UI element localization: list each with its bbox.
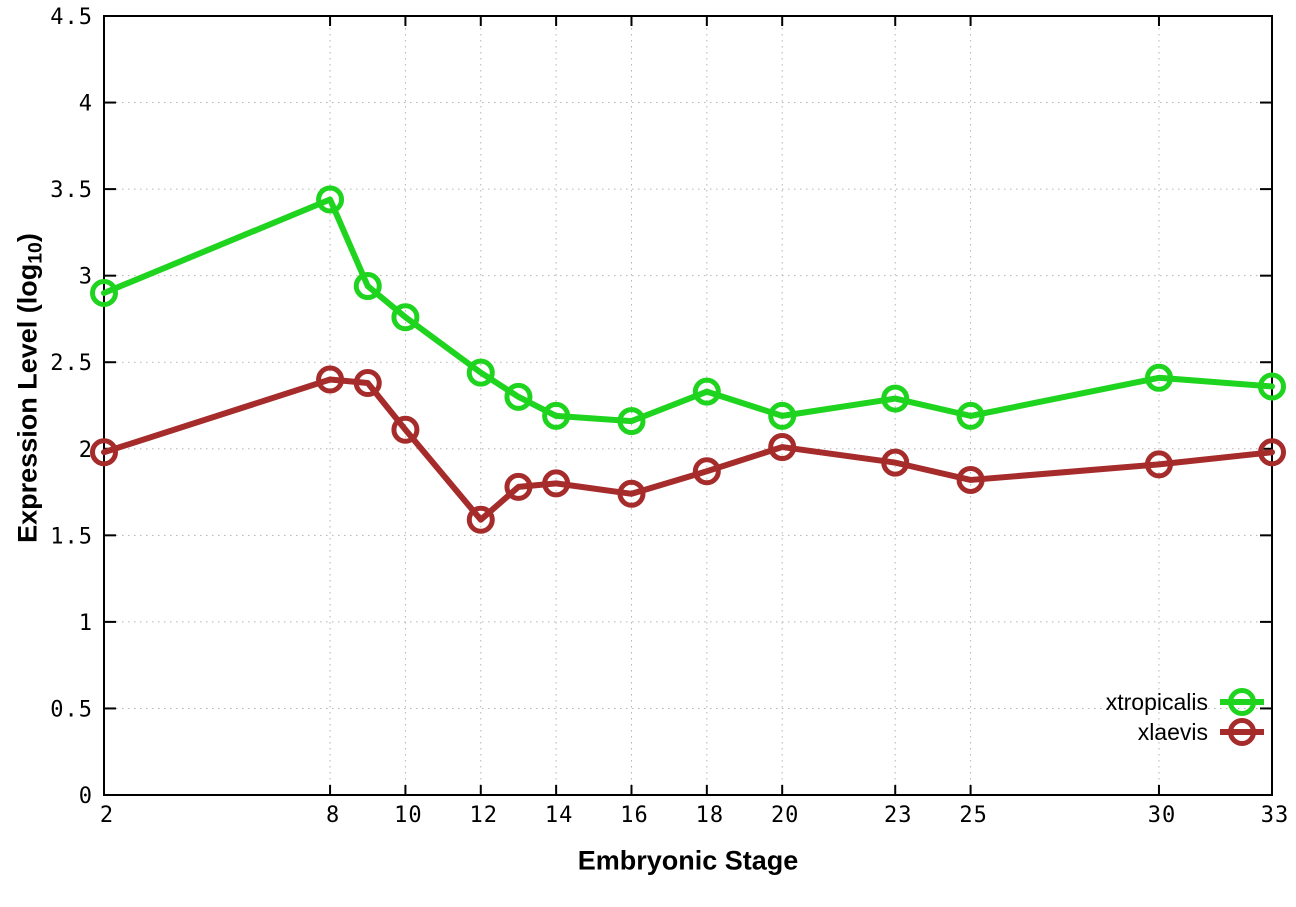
data-point-xtropicalis <box>881 384 910 413</box>
data-point-xtropicalis <box>1144 363 1173 392</box>
data-point-xtropicalis <box>316 185 345 214</box>
data-point-xtropicalis <box>353 272 382 301</box>
data-point-xtropicalis <box>90 278 118 307</box>
legend-label-xlaevis: xlaevis <box>1138 719 1208 745</box>
y-axis-title: Expression Level (log10) <box>13 233 48 543</box>
y-tick-label: 3.5 <box>50 178 93 203</box>
data-point-xlaevis <box>353 368 382 397</box>
data-point-xlaevis <box>617 479 646 508</box>
x-axis-title: Embryonic Stage <box>578 846 799 877</box>
y-tick-label: 0.5 <box>50 697 93 722</box>
data-point-xtropicalis <box>504 382 533 411</box>
y-tick-label: 4.5 <box>50 5 93 30</box>
y-tick-label: 3 <box>79 265 93 290</box>
y-tick-label: 1.5 <box>50 524 93 549</box>
data-point-xlaevis <box>1258 438 1286 467</box>
x-tick-label: 16 <box>620 803 649 828</box>
data-point-xlaevis <box>542 469 571 498</box>
data-point-xlaevis <box>956 465 985 494</box>
data-point-xlaevis <box>504 472 533 501</box>
y-tick-label: 2.5 <box>50 351 93 376</box>
data-point-xlaevis <box>768 433 797 462</box>
data-point-xlaevis <box>1144 450 1173 479</box>
x-tick-label: 20 <box>771 803 800 828</box>
legend-marker-xlaevis <box>1228 718 1256 746</box>
data-point-xlaevis <box>692 457 721 486</box>
y-tick-label: 1 <box>79 611 93 636</box>
x-tick-label: 10 <box>394 803 423 828</box>
data-point-xtropicalis <box>1258 372 1286 401</box>
y-tick-label: 4 <box>79 92 93 117</box>
x-axis-title-text: Embryonic Stage <box>577 845 799 876</box>
data-point-xtropicalis <box>466 358 495 387</box>
x-tick-label: 12 <box>470 803 499 828</box>
x-tick-label: 25 <box>959 803 988 828</box>
data-point-xtropicalis <box>956 401 985 430</box>
x-tick-label: 23 <box>884 803 913 828</box>
data-point-xlaevis <box>391 415 420 444</box>
data-point-xlaevis <box>466 505 495 534</box>
x-tick-label: 18 <box>696 803 725 828</box>
y-axis-title-end: ) <box>12 233 43 243</box>
x-tick-label: 2 <box>100 803 114 828</box>
x-tick-label: 33 <box>1261 803 1290 828</box>
data-point-xtropicalis <box>768 401 797 430</box>
data-point-xlaevis <box>316 365 345 394</box>
y-tick-label: 2 <box>79 438 93 463</box>
data-point-xtropicalis <box>617 407 646 436</box>
data-point-xtropicalis <box>391 303 420 332</box>
plot-border <box>103 15 1273 796</box>
series-line-xtropicalis <box>101 196 1275 425</box>
x-tick-label: 8 <box>326 803 340 828</box>
x-tick-label: 30 <box>1148 803 1177 828</box>
y-axis-title-subscript: 10 <box>24 242 47 264</box>
legend-label-xtropicalis: xtropicalis <box>1106 689 1208 715</box>
data-point-xtropicalis <box>692 377 721 406</box>
data-point-xtropicalis <box>542 401 571 430</box>
data-point-xlaevis <box>881 448 910 477</box>
x-tick-label: 14 <box>545 803 574 828</box>
data-point-xlaevis <box>90 438 118 467</box>
y-tick-label: 0 <box>79 784 93 809</box>
legend-marker-xtropicalis <box>1228 688 1256 716</box>
y-axis-title-main: Expression Level (log <box>12 263 43 543</box>
